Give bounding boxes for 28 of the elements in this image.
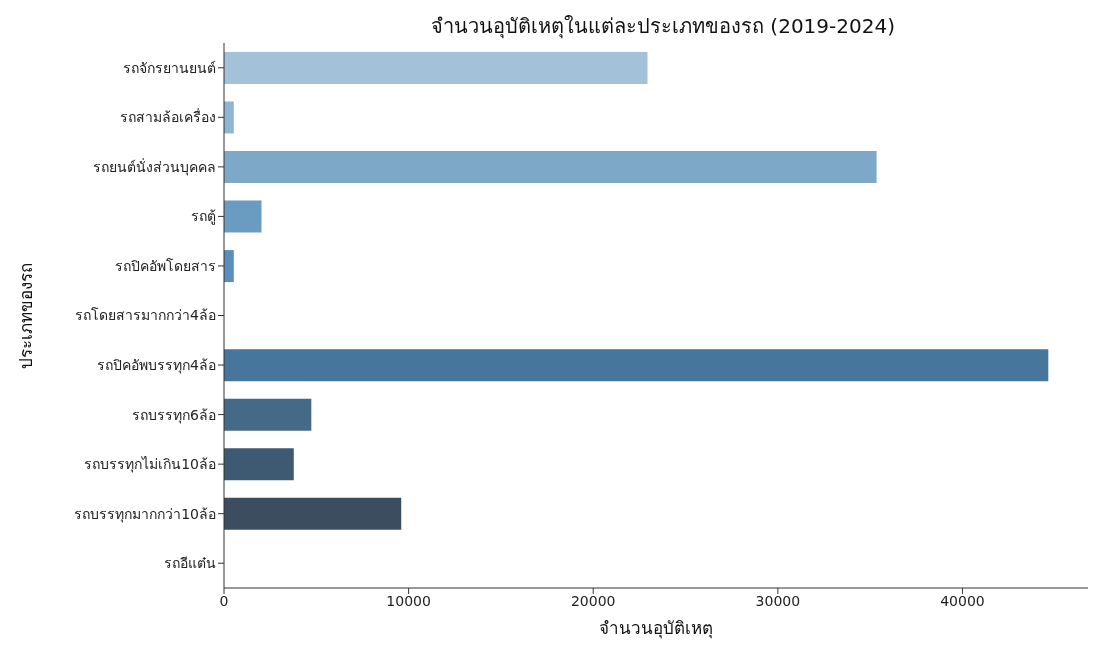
y-tick-label: รถปิคอัพบรรทุก4ล้อ <box>97 357 216 375</box>
bar <box>224 151 877 184</box>
x-tick-label: 30000 <box>755 592 801 609</box>
y-tick-label: รถสามล้อเครื่อง <box>120 108 216 126</box>
y-tick-label: รถตู้ <box>191 208 216 226</box>
bar <box>224 349 1049 382</box>
y-tick-label: รถโดยสารมากกว่า4ล้อ <box>75 307 216 324</box>
y-tick-label: รถบรรทุกมากกว่า10ล้อ <box>74 505 216 523</box>
bar <box>224 497 402 530</box>
y-tick-label: รถปิคอัพโดยสาร <box>115 257 216 274</box>
x-axis-title: จำนวนอุบัติเหตุ <box>599 618 713 640</box>
x-tick-label: 40000 <box>940 592 985 609</box>
x-tick-label: 20000 <box>570 592 616 609</box>
y-tick-label: รถอีแต๋น <box>164 555 216 572</box>
bar <box>224 448 294 481</box>
bar <box>224 398 312 431</box>
x-tick-label: 0 <box>219 592 229 609</box>
y-tick-label: รถยนต์นั่งส่วนบุคคล <box>93 157 216 176</box>
chart-title: จำนวนอุบัติเหตุในแต่ละประเภทของรถ (2019-2024) <box>430 13 896 41</box>
x-tick-label: 10000 <box>386 592 431 609</box>
y-axis-title: ประเภทของรถ <box>16 262 37 369</box>
y-tick-label: รถจักรยานยนต์ <box>123 59 216 76</box>
bar <box>224 250 234 283</box>
bar <box>224 101 234 134</box>
bar <box>224 51 648 84</box>
bar <box>224 200 262 233</box>
y-tick-label: รถบรรทุก6ล้อ <box>132 406 216 424</box>
y-tick-label: รถบรรทุกไม่เกิน10ล้อ <box>84 456 216 474</box>
